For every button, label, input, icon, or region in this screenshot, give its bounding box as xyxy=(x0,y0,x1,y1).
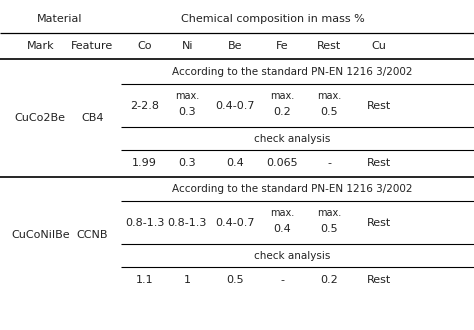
Text: According to the standard PN-EN 1216 3/2002: According to the standard PN-EN 1216 3/2… xyxy=(172,67,413,77)
Text: 0.4: 0.4 xyxy=(273,224,291,234)
Text: Co: Co xyxy=(137,41,152,51)
Text: CB4: CB4 xyxy=(81,113,104,123)
Text: max.: max. xyxy=(270,91,294,101)
Text: 0.5: 0.5 xyxy=(226,276,244,285)
Text: max.: max. xyxy=(175,91,200,101)
Text: CCNB: CCNB xyxy=(77,230,108,240)
Text: Rest: Rest xyxy=(367,276,392,285)
Text: Be: Be xyxy=(228,41,242,51)
Text: 1: 1 xyxy=(184,276,191,285)
Text: According to the standard PN-EN 1216 3/2002: According to the standard PN-EN 1216 3/2… xyxy=(172,184,413,194)
Text: CuCo2Be: CuCo2Be xyxy=(15,113,66,123)
Text: CuCoNiIBe: CuCoNiIBe xyxy=(11,230,70,240)
Text: 0.2: 0.2 xyxy=(273,107,291,117)
Text: 0.8-1.3: 0.8-1.3 xyxy=(167,218,207,228)
Text: Feature: Feature xyxy=(71,41,114,51)
Text: 1.99: 1.99 xyxy=(132,158,157,168)
Text: 0.4: 0.4 xyxy=(226,158,244,168)
Text: Rest: Rest xyxy=(367,158,392,168)
Text: max.: max. xyxy=(317,91,342,101)
Text: 1.1: 1.1 xyxy=(136,276,154,285)
Text: -: - xyxy=(280,276,284,285)
Text: Rest: Rest xyxy=(317,41,342,51)
Text: max.: max. xyxy=(270,208,294,218)
Text: 0.3: 0.3 xyxy=(178,107,196,117)
Text: 0.5: 0.5 xyxy=(320,107,338,117)
Text: 0.065: 0.065 xyxy=(266,158,298,168)
Text: Mark: Mark xyxy=(27,41,54,51)
Text: Fe: Fe xyxy=(276,41,288,51)
Text: 0.4-0.7: 0.4-0.7 xyxy=(215,218,255,228)
Text: Chemical composition in mass %: Chemical composition in mass % xyxy=(181,14,365,24)
Text: Rest: Rest xyxy=(367,101,392,111)
Text: 0.8-1.3: 0.8-1.3 xyxy=(125,218,164,228)
Text: -: - xyxy=(328,158,331,168)
Text: Cu: Cu xyxy=(372,41,387,51)
Text: 0.3: 0.3 xyxy=(178,158,196,168)
Text: 0.4-0.7: 0.4-0.7 xyxy=(215,101,255,111)
Text: max.: max. xyxy=(317,208,342,218)
Text: 2-2.8: 2-2.8 xyxy=(130,101,159,111)
Text: 0.2: 0.2 xyxy=(320,276,338,285)
Text: Rest: Rest xyxy=(367,218,392,228)
Text: check analysis: check analysis xyxy=(254,134,331,144)
Text: Ni: Ni xyxy=(182,41,193,51)
Text: Material: Material xyxy=(36,14,82,24)
Text: 0.5: 0.5 xyxy=(320,224,338,234)
Text: check analysis: check analysis xyxy=(254,251,331,261)
